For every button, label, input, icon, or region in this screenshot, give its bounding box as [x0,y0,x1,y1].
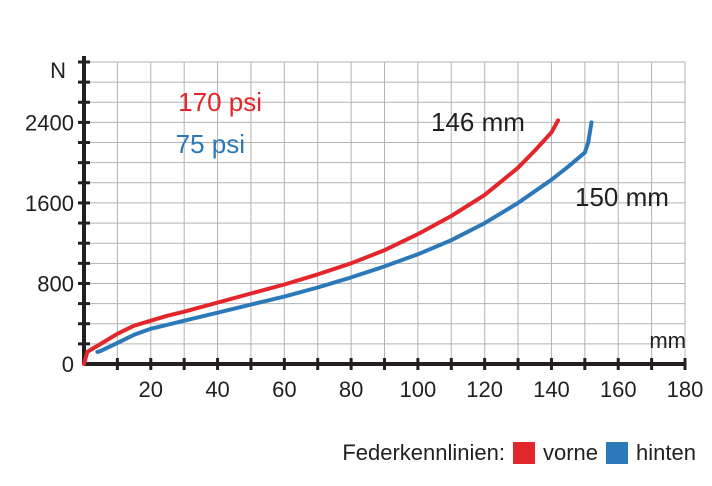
grid [84,61,686,364]
legend-swatch-hinten [606,442,629,464]
annotation-pressure-rear: 75 psi [176,129,245,159]
annotation-travel-rear: 150 mm [575,182,669,212]
legend-label-vorne: vorne [543,440,599,465]
x-tick-label: 20 [139,377,163,402]
annotation-pressure-front: 170 psi [178,87,262,117]
x-tick-label: 180 [667,377,704,402]
x-tick-label: 40 [205,377,229,402]
x-axis-label: mm [649,328,686,353]
labels-layer: 20 40 60 80 100 120 140 160 180 0 800 1600 2400 [25,110,703,402]
series-layer [82,118,594,366]
y-tick-label: 1600 [25,191,74,216]
axes [78,56,687,370]
x-tick-label: 160 [600,377,637,402]
x-tick-label: 100 [400,377,437,402]
y-tick-label: 800 [37,271,74,296]
legend-swatch-vorne [513,442,535,464]
x-tick-label: 140 [533,377,570,402]
legend-title: Federkennlinien: [342,440,505,465]
y-tick-label: 2400 [25,110,74,135]
x-tick-label: 80 [339,377,363,402]
x-tick-label: 120 [466,377,503,402]
annotation-travel-front: 146 mm [431,107,525,137]
legend-label-hinten: hinten [636,440,696,465]
series-line-vorne [82,118,561,366]
y-tick-label: 0 [62,352,74,377]
series-line-hinten [95,120,594,354]
legend: Federkennlinien: vorne hinten [342,440,696,466]
y-axis-label: N [50,58,66,83]
x-tick-label: 60 [272,377,296,402]
